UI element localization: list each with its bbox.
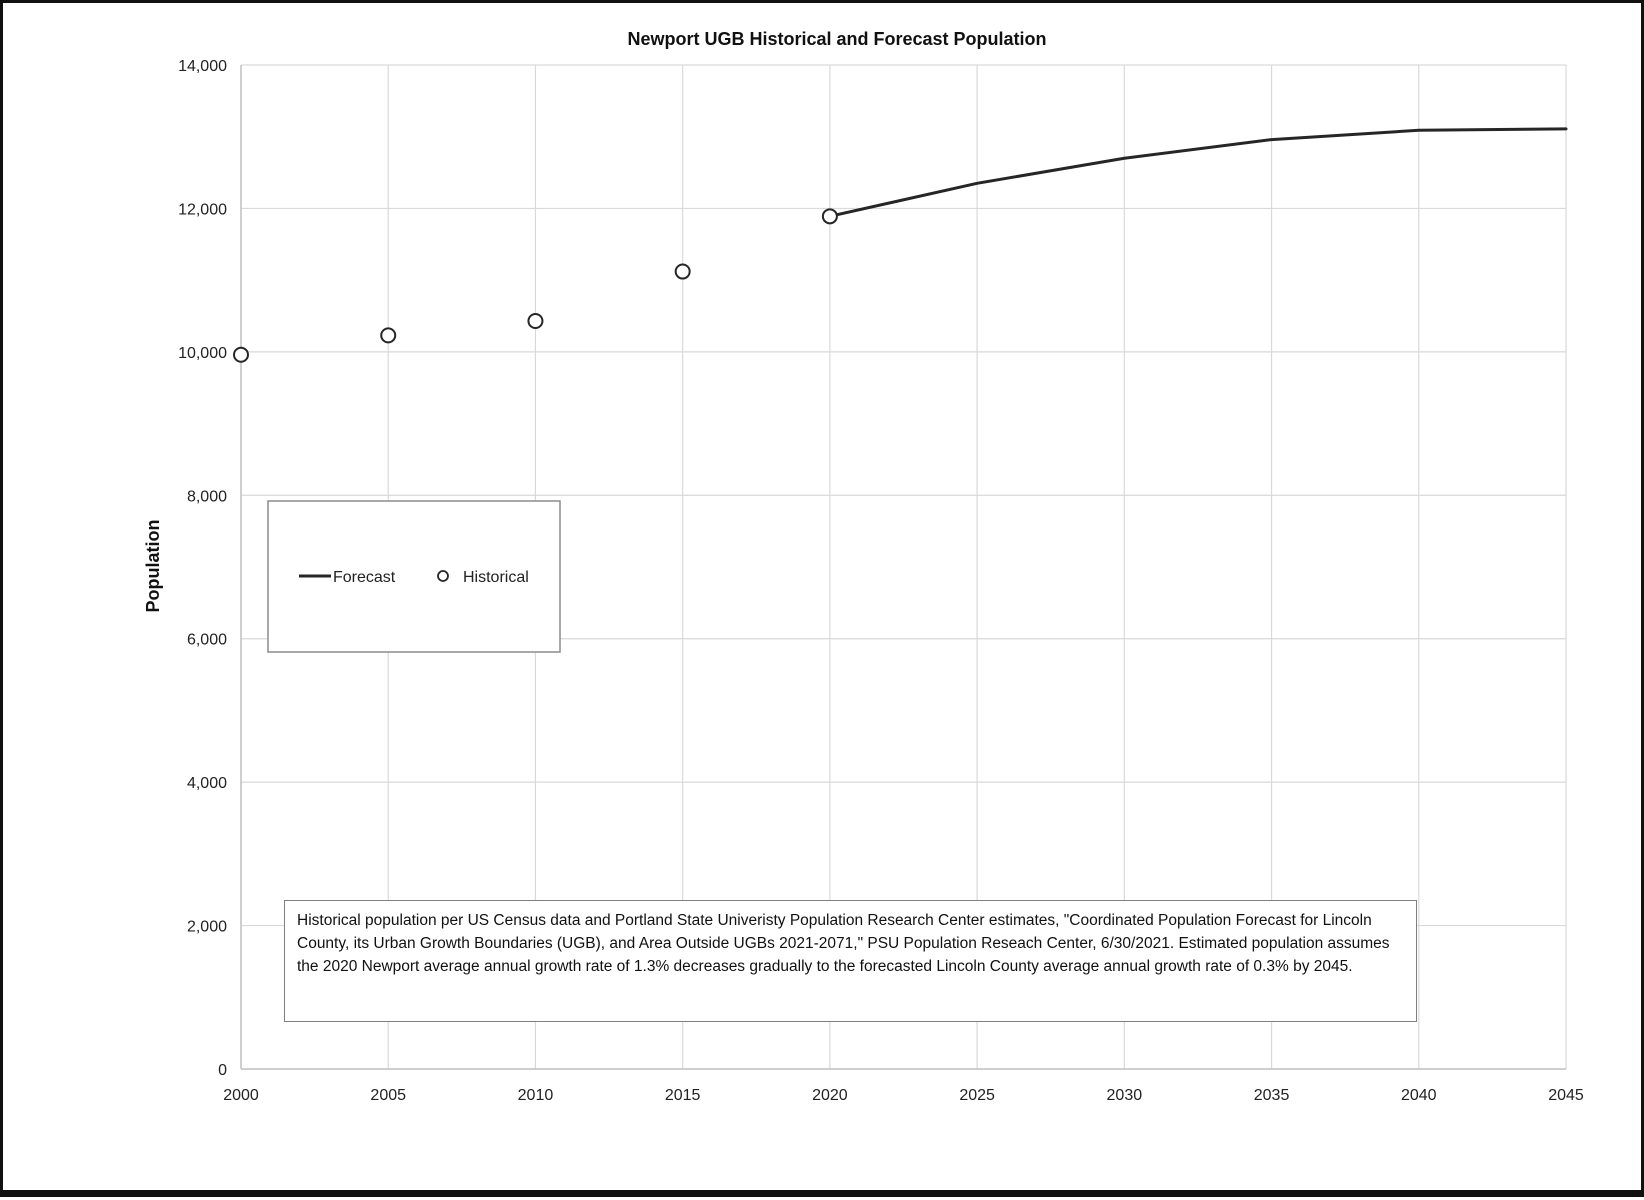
legend-historical-swatch (437, 570, 449, 582)
x-tick-label: 2015 (665, 1087, 701, 1104)
x-tick-label: 2005 (370, 1087, 406, 1104)
y-tick-label: 8,000 (187, 488, 227, 505)
historical-point (821, 208, 838, 225)
y-tick-label: 12,000 (178, 201, 227, 218)
x-tick-label: 2030 (1107, 1087, 1143, 1104)
x-tick-label: 2035 (1254, 1087, 1290, 1104)
x-tick-labels: 2000 2005 2010 2015 2020 2025 2030 2035 2040 2045 (223, 1087, 1584, 1104)
historical-point (380, 327, 397, 344)
historical-point (674, 263, 691, 280)
forecast-line (828, 127, 1568, 218)
series (233, 127, 1568, 363)
historical-point (527, 313, 544, 330)
source-note: Historical population per US Census data… (284, 900, 1417, 1022)
historical-point (233, 346, 249, 363)
x-tick-label: 2000 (223, 1087, 259, 1104)
y-tick-label: 4,000 (187, 775, 227, 792)
y-tick-labels: 0 2,000 4,000 6,000 8,000 10,000 12,000 14,000 (178, 58, 227, 1079)
axes (240, 65, 1566, 1070)
y-tick-label: 6,000 (187, 632, 227, 649)
x-tick-label: 2020 (812, 1087, 848, 1104)
y-tick-label: 14,000 (178, 58, 227, 75)
x-tick-label: 2025 (959, 1087, 995, 1104)
chart-title: Newport UGB Historical and Forecast Popu… (627, 29, 1046, 49)
y-tick-label: 2,000 (187, 919, 227, 936)
x-tick-label: 2040 (1401, 1087, 1437, 1104)
y-tick-label: 10,000 (178, 345, 227, 362)
legend-forecast-label: Forecast (333, 569, 396, 586)
source-note-text: Historical population per US Census data… (297, 912, 1390, 975)
legend: Forecast Historical (267, 500, 561, 653)
y-axis-title: Population (143, 520, 163, 613)
x-tick-label: 2045 (1548, 1087, 1584, 1104)
x-tick-label: 2010 (518, 1087, 554, 1104)
y-tick-label: 0 (218, 1062, 227, 1079)
legend-historical-label: Historical (463, 569, 529, 586)
